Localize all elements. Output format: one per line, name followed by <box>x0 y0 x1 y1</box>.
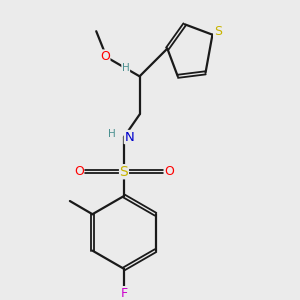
Text: N: N <box>124 130 134 143</box>
Text: F: F <box>120 286 128 300</box>
Text: O: O <box>74 165 84 178</box>
Text: S: S <box>120 165 128 179</box>
Text: H: H <box>108 129 116 139</box>
Text: O: O <box>164 165 174 178</box>
Text: O: O <box>100 50 110 63</box>
Text: H: H <box>122 63 130 73</box>
Text: S: S <box>214 25 222 38</box>
